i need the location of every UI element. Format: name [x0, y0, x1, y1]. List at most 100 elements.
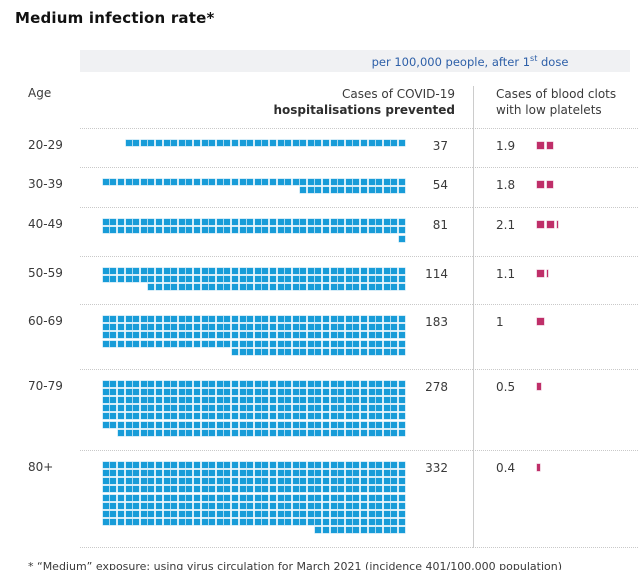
hospitalisation-square — [254, 348, 261, 355]
hospitalisation-square — [391, 486, 398, 493]
hospitalisation-square — [323, 275, 330, 282]
hospitalisation-square — [201, 267, 208, 274]
hospitalisation-square — [383, 380, 390, 387]
hospitalisation-square — [315, 380, 322, 387]
blood-clot-square-partial — [557, 221, 558, 229]
hospitalisation-square — [361, 502, 368, 509]
hospitalisation-square — [163, 478, 170, 485]
hospitalisation-square — [140, 502, 147, 509]
hospitalisation-square — [163, 494, 170, 501]
hospitalisations-value: 54 — [432, 178, 448, 192]
hospitalisation-square — [224, 461, 231, 468]
waffle-row — [101, 380, 405, 387]
hospitalisation-square — [247, 502, 254, 509]
hospitalisation-square — [269, 478, 276, 485]
hospitalisation-square — [330, 405, 337, 412]
hospitalisation-square — [277, 324, 284, 331]
hospitalisation-square — [368, 348, 375, 355]
hospitalisation-square — [133, 140, 140, 146]
hospitalisation-square — [323, 227, 330, 234]
hospitalisation-square — [178, 421, 185, 428]
hospitalisation-square — [209, 502, 216, 509]
hospitalisation-square — [368, 340, 375, 347]
hospitalisation-square — [330, 267, 337, 274]
hospitalisation-square — [171, 267, 178, 274]
hospitalisation-square — [224, 510, 231, 517]
hospitalisation-square — [239, 510, 246, 517]
hospitalisations-cell: 81 — [80, 207, 473, 255]
hospitalisation-square — [133, 267, 140, 274]
hospitalisation-square — [171, 380, 178, 387]
hospitalisation-square — [269, 140, 276, 146]
hospitalisation-square — [140, 275, 147, 282]
hospitalisation-square — [156, 275, 162, 282]
hospitalisation-square — [345, 315, 352, 322]
hospitalisation-square — [163, 421, 170, 428]
hospitalisation-square — [178, 267, 185, 274]
hospitalisation-square — [156, 397, 162, 404]
hospitalisation-square — [216, 421, 223, 428]
hospitalisation-square — [118, 519, 125, 526]
hospitalisation-square — [300, 478, 307, 485]
hospitalisation-square — [345, 140, 352, 146]
hospitalisation-square — [224, 283, 231, 290]
hospitalisation-square — [285, 267, 292, 274]
hospitalisation-square — [315, 510, 322, 517]
hospitalisation-square — [391, 510, 398, 517]
hospitalisation-square — [224, 332, 231, 339]
hospitalisation-square — [292, 470, 299, 476]
hospitalisation-square — [345, 388, 352, 395]
hospitalisation-square — [148, 494, 155, 501]
hospitalisation-square — [361, 388, 368, 395]
hospitalisation-square — [216, 324, 223, 331]
hospitalisation-square — [361, 275, 368, 282]
hospitalisation-square — [171, 502, 178, 509]
hospitalisation-square — [186, 140, 193, 146]
hospitalisation-square — [361, 219, 368, 226]
hospitalisation-square — [307, 380, 314, 387]
blood-clots-squares — [537, 317, 544, 325]
hospitalisation-square — [224, 405, 231, 412]
hospitalisation-square — [338, 502, 345, 509]
hospitalisation-square — [300, 397, 307, 404]
hospitalisation-square — [262, 315, 269, 322]
hospitalisation-square — [209, 179, 216, 185]
hospitalisation-square — [209, 324, 216, 331]
hospitalisation-square — [118, 397, 125, 404]
hospitalisation-square — [254, 510, 261, 517]
hospitalisation-square — [262, 283, 269, 290]
hospitalisation-square — [361, 380, 368, 387]
hospitalisation-square — [216, 332, 223, 339]
hospitalisation-square — [102, 502, 109, 509]
hospitalisation-square — [277, 267, 284, 274]
hospitalisation-square — [269, 519, 276, 526]
hospitalisation-square — [125, 388, 132, 395]
hospitalisation-square — [254, 315, 261, 322]
hospitalisation-square — [224, 429, 231, 436]
hospitalisation-square — [368, 275, 375, 282]
hospitalisation-square — [345, 275, 352, 282]
hospitalisation-square — [201, 502, 208, 509]
hospitalisation-square — [368, 502, 375, 509]
hospitalisation-square — [209, 405, 216, 412]
hospitalisation-square — [330, 519, 337, 526]
hospitalisation-square — [323, 219, 330, 226]
hospitalisation-square — [186, 405, 193, 412]
hospitalisation-square — [156, 510, 162, 517]
blood-clots-squares — [537, 181, 553, 188]
hospitalisation-square — [292, 413, 299, 420]
hospitalisation-square — [353, 494, 360, 501]
hospitalisation-square — [186, 324, 193, 331]
hospitalisation-square — [224, 494, 231, 501]
hospitalisation-square — [323, 324, 330, 331]
hospitalisation-square — [163, 510, 170, 517]
hospitalisation-square — [224, 324, 231, 331]
hospitalisation-square — [193, 502, 200, 509]
hospitalisation-square — [178, 494, 185, 501]
hospitalisation-square — [323, 348, 330, 355]
hospitalisation-square — [338, 283, 345, 290]
hospitalisation-square — [300, 413, 307, 420]
hospitalisation-square — [383, 187, 390, 194]
hospitalisation-square — [269, 267, 276, 274]
hospitalisation-square — [254, 179, 261, 185]
